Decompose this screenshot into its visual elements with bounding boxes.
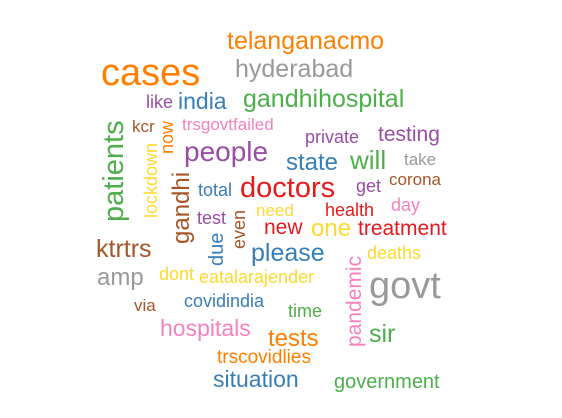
word-pandemic: pandemic bbox=[343, 255, 366, 347]
word-will: will bbox=[350, 145, 387, 175]
word-due: due bbox=[206, 232, 228, 266]
word-like: like bbox=[146, 92, 174, 112]
word-need: need bbox=[256, 201, 294, 220]
word-even: even bbox=[229, 209, 249, 249]
word-cases: cases bbox=[101, 52, 201, 94]
word-gandhi: gandhi bbox=[168, 171, 195, 244]
word-gandhihospital: gandhihospital bbox=[243, 85, 405, 113]
word-via: via bbox=[134, 296, 156, 315]
word-testing: testing bbox=[378, 123, 440, 146]
word-patients: patients bbox=[98, 120, 130, 222]
word-india: india bbox=[178, 88, 227, 114]
word-total: total bbox=[198, 180, 233, 200]
word-get: get bbox=[356, 176, 382, 196]
word-government: government bbox=[334, 371, 440, 393]
word-dont: dont bbox=[159, 264, 195, 284]
word-treatment: treatment bbox=[358, 217, 447, 240]
word-one: one bbox=[311, 215, 352, 242]
word-take: take bbox=[404, 150, 437, 169]
word-deaths: deaths bbox=[367, 243, 422, 263]
word-day: day bbox=[391, 195, 421, 215]
word-ktrtrs: ktrtrs bbox=[96, 235, 152, 263]
word-state: state bbox=[286, 149, 339, 176]
word-amp: amp bbox=[97, 264, 144, 291]
word-doctors: doctors bbox=[240, 172, 336, 204]
word-new: new bbox=[264, 216, 303, 239]
word-now: now bbox=[157, 120, 177, 154]
word-eatalarajender: eatalarajender bbox=[199, 267, 315, 287]
word-trsgovtfailed: trsgovtfailed bbox=[182, 115, 274, 134]
word-corona: corona bbox=[389, 170, 441, 189]
word-please: please bbox=[251, 239, 325, 267]
word-govt: govt bbox=[369, 265, 441, 307]
word-situation: situation bbox=[213, 366, 299, 392]
word-private: private bbox=[305, 127, 360, 147]
word-hospitals: hospitals bbox=[160, 315, 251, 341]
word-telanganacmo: telanganacmo bbox=[227, 27, 385, 55]
word-trscovidlies: trscovidlies bbox=[217, 347, 311, 368]
word-hyderabad: hyderabad bbox=[235, 55, 354, 83]
word-lockdown: lockdown bbox=[141, 142, 161, 218]
word-sir: sir bbox=[369, 320, 396, 348]
word-time: time bbox=[288, 301, 323, 321]
word-covidindia: covidindia bbox=[184, 291, 265, 311]
word-tests: tests bbox=[268, 325, 319, 352]
word-kcr: kcr bbox=[132, 117, 155, 136]
word-test: test bbox=[197, 208, 227, 228]
word-health: health bbox=[325, 200, 375, 220]
word-people: people bbox=[184, 136, 269, 167]
